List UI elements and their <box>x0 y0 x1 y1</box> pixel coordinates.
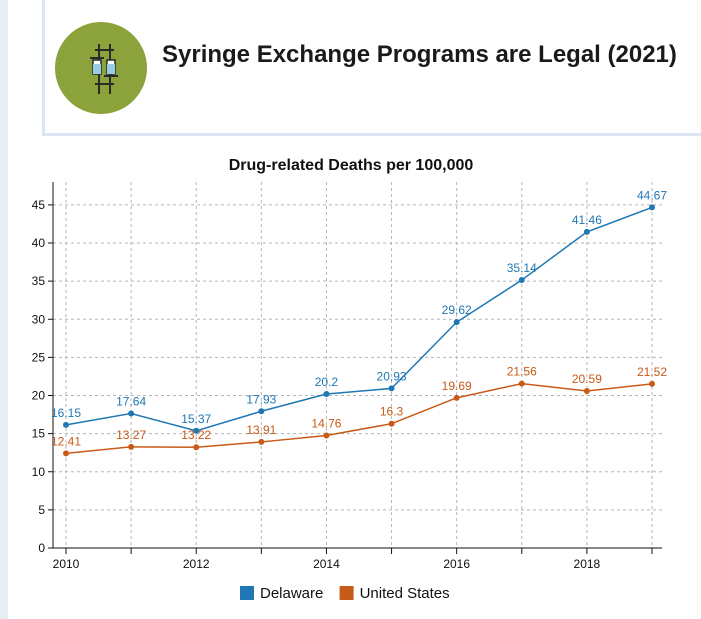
data-point <box>323 432 330 439</box>
left-rail <box>0 0 8 619</box>
line-chart: Drug-related Deaths per 100,000 0 5 10 15 20… <box>32 157 668 602</box>
data-label: 21.52 <box>637 365 667 379</box>
data-point <box>583 228 590 235</box>
x-tick-label: 2016 <box>443 557 470 571</box>
data-point <box>649 380 655 387</box>
data-point <box>649 204 655 211</box>
x-tick-label: 2014 <box>313 557 340 571</box>
syringe-icon <box>55 22 147 114</box>
data-label: 13.91 <box>246 423 276 437</box>
data-point <box>388 420 395 427</box>
data-point <box>193 444 200 451</box>
y-tick-label: 25 <box>32 350 46 364</box>
data-point <box>193 427 200 434</box>
x-tick-label: 2018 <box>574 557 601 571</box>
y-tick-label: 40 <box>32 236 46 250</box>
data-point <box>518 277 525 284</box>
page-title: Syringe Exchange Programs are Legal (202… <box>162 41 677 68</box>
data-point <box>323 390 330 397</box>
data-label: 17.64 <box>116 394 146 408</box>
data-point <box>128 410 135 417</box>
data-label: 41.46 <box>572 213 602 227</box>
data-point <box>388 385 395 392</box>
y-tick-label: 0 <box>38 541 45 555</box>
data-label: 13.27 <box>116 428 146 442</box>
legend-label: United States <box>360 585 450 602</box>
chart-legend: Delaware United States <box>240 585 450 602</box>
y-tick-label: 30 <box>32 312 46 326</box>
legend-swatch <box>339 586 354 600</box>
data-label: 19.69 <box>442 379 472 393</box>
y-tick-label: 15 <box>32 427 46 441</box>
chart-series: 16.15 17.64 15.37 17.93 20.2 20.93 29.62 35.14 4… <box>51 188 667 457</box>
data-point <box>63 450 69 457</box>
data-label: 13.22 <box>181 428 211 442</box>
series-line <box>65 206 653 432</box>
data-point <box>63 421 69 428</box>
y-tick-label: 35 <box>32 274 46 288</box>
data-point <box>453 319 460 326</box>
data-label: 29.62 <box>442 303 472 317</box>
data-label: 16.3 <box>380 405 404 419</box>
data-label: 20.59 <box>572 372 602 386</box>
legend-swatch <box>240 586 254 600</box>
data-label: 15.37 <box>181 412 211 426</box>
chart-grid <box>53 182 662 548</box>
data-point <box>583 388 590 395</box>
series-line <box>65 382 653 455</box>
data-label: 14.76 <box>311 416 341 430</box>
data-point <box>453 394 460 401</box>
x-tick-label: 2010 <box>53 557 80 571</box>
legend-label: Delaware <box>260 585 323 602</box>
x-tick-label: 2012 <box>183 557 210 571</box>
data-point <box>258 408 265 415</box>
y-tick-label: 20 <box>32 389 46 403</box>
data-point <box>128 443 135 450</box>
header-card: Syringe Exchange Programs are Legal (202… <box>42 0 701 136</box>
data-label: 12.41 <box>51 434 81 448</box>
data-point <box>258 438 265 445</box>
data-label: 20.2 <box>315 375 339 389</box>
y-tick-label: 45 <box>32 198 46 212</box>
data-label: 21.56 <box>507 365 537 379</box>
data-label: 20.93 <box>377 369 407 383</box>
data-label: 44.67 <box>637 188 667 202</box>
chart-axes: 0 5 10 15 20 25 30 35 40 45 2010 2012 2014 2016 2018 <box>32 182 662 571</box>
data-point <box>518 380 525 387</box>
y-tick-label: 5 <box>38 503 45 517</box>
chart-title: Drug-related Deaths per 100,000 <box>229 157 474 174</box>
data-label: 17.93 <box>246 392 276 406</box>
y-tick-label: 10 <box>32 465 46 479</box>
data-label: 35.14 <box>507 261 537 275</box>
data-label: 16.15 <box>51 406 81 420</box>
